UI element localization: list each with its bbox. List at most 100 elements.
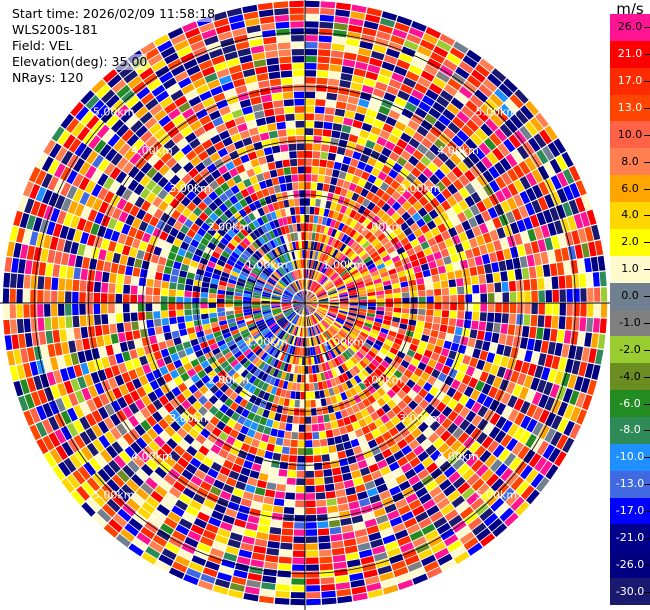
elevation-text: Elevation(deg): 35.00 [12, 54, 148, 70]
colorbar-label: -4.0 [619, 369, 641, 383]
colorbar-swatch [610, 363, 650, 391]
colorbar-swatch [610, 497, 650, 525]
velocity-gate-group [3, 2, 604, 578]
range-ring-labels: 1.00km 1.00km 1.00km 1.00km 2.00km 2.00km 2.00… [93, 106, 517, 502]
colorbar-label: 6.0 [621, 181, 639, 195]
colorbar-label: 0.0 [621, 289, 639, 303]
colorbar-unit: m/s [616, 0, 644, 18]
colorbar-label: 13.0 [617, 101, 643, 115]
colorbar-swatch [610, 443, 650, 472]
scan-info-panel: Start time: 2026/02/09 11:58:18 WLS200s-… [12, 6, 216, 86]
range-ring-label: 3.00km [399, 182, 441, 195]
colorbar-swatch [610, 202, 650, 230]
colorbar-tick [644, 457, 650, 459]
colorbar-swatch [610, 336, 650, 364]
colorbar-label: -10.0 [615, 450, 645, 464]
colorbar-swatch [610, 524, 650, 552]
colorbar-tick [644, 27, 650, 29]
colorbar-tick [644, 161, 650, 163]
colorbar-label: -2.0 [619, 342, 641, 356]
velocity-gate-group [2, 14, 601, 597]
velocity-gate-group [9, 22, 594, 591]
colorbar-tick [644, 403, 650, 405]
colorbar-label: 2.0 [621, 235, 639, 249]
crosshair-axes [0, 0, 610, 610]
range-ring-label: 4.00km [131, 144, 173, 157]
colorbar-swatch [610, 94, 650, 122]
range-ring-label: 1.00km [246, 335, 288, 348]
colorbar-label: 21.0 [617, 47, 643, 61]
colorbar-label: -21.0 [615, 530, 645, 544]
colorbar-tick [644, 215, 650, 217]
colorbar-tick [644, 108, 650, 110]
colorbar-swatch [610, 40, 650, 69]
velocity-gate-group [13, 34, 594, 599]
colorbar-swatch [610, 416, 650, 445]
colorbar-swatch [610, 228, 650, 257]
colorbar-tick [644, 349, 650, 351]
colorbar-label: 17.0 [617, 74, 643, 88]
colorbar-label: 1.0 [621, 262, 639, 276]
colorbar-tick [644, 188, 650, 190]
colorbar-swatch [610, 14, 650, 42]
range-ring-label: 2.00km [361, 374, 403, 387]
velocity-gate-group [11, 0, 607, 595]
range-ring-label: 3.00km [169, 412, 211, 425]
colorbar-label: 8.0 [621, 154, 639, 168]
instrument-name: WLS200s-181 [12, 22, 98, 38]
colorbar-swatch [610, 67, 650, 96]
range-ring-label: 5.00km [93, 106, 135, 119]
range-ring-label: 5.00km [476, 488, 518, 501]
colorbar-tick [644, 322, 650, 324]
range-ring-label: 4.00km [437, 450, 479, 463]
colorbar-label: 4.0 [621, 208, 639, 222]
range-ring-label: 4.00km [437, 144, 479, 157]
range-ring-label: 1.00km [322, 335, 364, 348]
colorbar-label: 26.0 [617, 20, 643, 34]
start-time-text: Start time: 2026/02/09 11:58:18 [12, 6, 216, 22]
range-ring-label: 2.00km [361, 220, 403, 233]
colorbar-swatch [610, 309, 650, 337]
colorbar-tick [644, 430, 650, 432]
range-ring-label: 1.00km [246, 259, 288, 272]
colorbar-tick [644, 591, 650, 593]
colorbar-label: -1.0 [619, 315, 641, 329]
range-ring-label: 2.00km [208, 220, 250, 233]
colorbar-label: -30.0 [615, 584, 645, 598]
ppi-velocity-plot: 1.00km 1.00km 1.00km 1.00km 2.00km 2.00km 2.00… [0, 0, 610, 610]
colorbar-tick [644, 269, 650, 271]
colorbar-label: -6.0 [619, 396, 641, 410]
colorbar-swatch [610, 578, 650, 606]
range-ring-label: 2.00km [208, 374, 250, 387]
colorbar-swatch [610, 282, 650, 310]
colorbar-swatch [610, 551, 650, 579]
range-ring-label: 5.00km [476, 106, 518, 119]
colorbar-tick [644, 54, 650, 56]
colorbar-label: 10.0 [617, 127, 643, 141]
velocity-gate-group [6, 11, 608, 595]
colorbar-tick [644, 81, 650, 83]
colorbar-tick [644, 564, 650, 566]
colorbar-tick [644, 510, 650, 512]
nrays-text: NRays: 120 [12, 70, 84, 86]
colorbar-swatch [610, 175, 650, 203]
velocity-colorbar: m/s 26.0 21.0 17.0 13.0 10.0 8.0 6.0 4.0 2.0 1.0 0… [610, 0, 650, 610]
range-ring-label: 5.00km [93, 488, 135, 501]
colorbar-tick [644, 134, 650, 136]
range-ring-label: 4.00km [131, 450, 173, 463]
colorbar-tick [644, 296, 650, 298]
range-ring-label: 1.00km [322, 259, 364, 272]
colorbar-tick [644, 242, 650, 244]
colorbar-tick [644, 484, 650, 486]
colorbar-label: -13.0 [615, 477, 645, 491]
colorbar-tick [644, 537, 650, 539]
colorbar-swatch [610, 121, 650, 149]
colorbar-label: -17.0 [615, 503, 645, 517]
range-ring-label: 3.00km [399, 412, 441, 425]
colorbar-swatch [610, 255, 650, 284]
colorbar-swatch [610, 470, 650, 499]
colorbar-swatch [610, 148, 650, 176]
field-text: Field: VEL [12, 38, 73, 54]
colorbar-swatch [610, 390, 650, 418]
colorbar-label: -26.0 [615, 557, 645, 571]
